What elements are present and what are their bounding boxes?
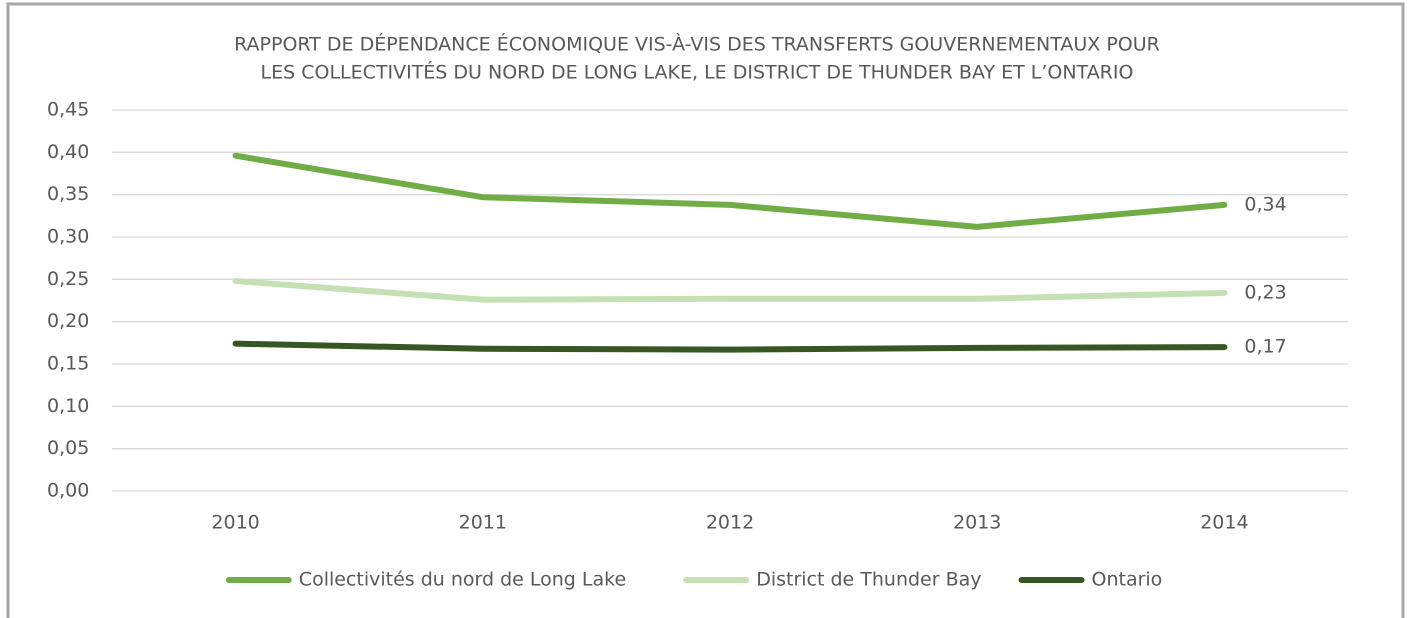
series-line [232,278,1228,303]
x-tick-label: 2011 [459,512,507,534]
y-tick-label: 0,25 [47,268,89,290]
y-tick-label: 0,30 [47,226,89,248]
frame [6,2,1405,618]
y-tick-label: 0,15 [47,353,89,375]
y-tick-label: 0,10 [47,395,89,417]
x-tick-label: 2010 [211,512,259,534]
y-tick-label: 0,05 [47,437,89,459]
x-tick-label: 2014 [1200,512,1248,534]
x-tick-label: 2012 [706,512,754,534]
y-tick-label: 0,20 [47,310,89,332]
chart-title: LES COLLECTIVITÉS DU NORD DE LONG LAKE, … [261,61,1134,84]
legend-label: District de Thunder Bay [756,569,981,591]
legend-label: Ontario [1092,569,1163,591]
data-label: 0,34 [1244,193,1286,215]
data-label: 0,17 [1244,336,1286,358]
y-tick-label: 0,45 [47,99,89,121]
series-line [232,340,1228,353]
y-tick-label: 0,00 [47,480,89,502]
x-tick-label: 2013 [953,512,1001,534]
data-label: 0,23 [1244,281,1286,303]
legend-label: Collectivités du nord de Long Lake [299,569,626,591]
chart-title: RAPPORT DE DÉPENDANCE ÉCONOMIQUE VIS-À-V… [234,33,1160,56]
series-line [232,152,1228,230]
y-tick-label: 0,35 [47,183,89,205]
y-tick-label: 0,40 [47,141,89,163]
